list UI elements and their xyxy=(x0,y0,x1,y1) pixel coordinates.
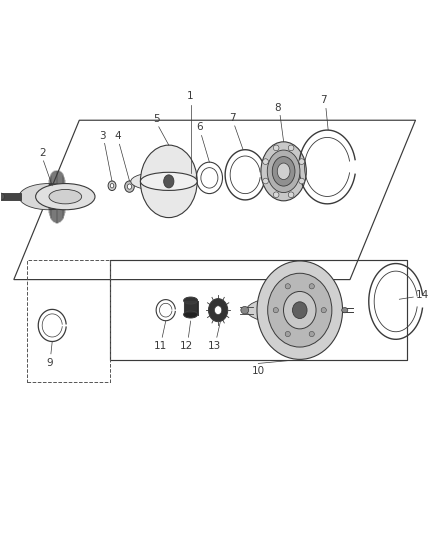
Ellipse shape xyxy=(285,284,290,289)
Text: 7: 7 xyxy=(229,114,235,123)
FancyBboxPatch shape xyxy=(1,193,21,200)
Text: 9: 9 xyxy=(46,358,53,368)
Ellipse shape xyxy=(267,150,300,192)
Ellipse shape xyxy=(288,145,294,151)
Text: 5: 5 xyxy=(153,114,160,124)
Ellipse shape xyxy=(299,159,304,165)
Text: 6: 6 xyxy=(196,123,203,133)
Ellipse shape xyxy=(125,181,134,192)
Ellipse shape xyxy=(208,298,228,322)
Ellipse shape xyxy=(272,157,295,186)
Ellipse shape xyxy=(268,273,332,347)
Ellipse shape xyxy=(19,183,78,210)
Ellipse shape xyxy=(309,284,314,289)
Ellipse shape xyxy=(110,183,114,188)
Ellipse shape xyxy=(215,306,222,314)
Text: 7: 7 xyxy=(321,95,327,106)
Ellipse shape xyxy=(141,172,197,190)
Ellipse shape xyxy=(283,292,316,329)
Ellipse shape xyxy=(131,172,187,190)
Ellipse shape xyxy=(293,302,307,319)
Ellipse shape xyxy=(257,261,343,359)
Ellipse shape xyxy=(299,178,304,184)
Ellipse shape xyxy=(273,308,279,313)
Ellipse shape xyxy=(273,145,279,151)
Ellipse shape xyxy=(141,145,197,217)
Ellipse shape xyxy=(309,332,314,337)
Ellipse shape xyxy=(241,306,249,314)
Ellipse shape xyxy=(288,192,294,198)
Ellipse shape xyxy=(164,175,174,188)
Ellipse shape xyxy=(184,311,198,318)
Ellipse shape xyxy=(263,178,268,184)
Ellipse shape xyxy=(261,142,306,201)
Ellipse shape xyxy=(342,308,348,313)
Ellipse shape xyxy=(108,181,116,190)
Text: 11: 11 xyxy=(153,341,167,351)
Text: 2: 2 xyxy=(39,148,46,158)
Text: 14: 14 xyxy=(416,290,429,300)
Ellipse shape xyxy=(247,296,332,324)
Ellipse shape xyxy=(277,163,290,180)
Ellipse shape xyxy=(285,332,290,337)
Bar xyxy=(184,301,198,314)
Text: 3: 3 xyxy=(99,131,106,141)
Ellipse shape xyxy=(127,184,132,189)
Ellipse shape xyxy=(49,189,81,204)
Ellipse shape xyxy=(263,159,268,165)
Text: 4: 4 xyxy=(114,131,121,141)
Ellipse shape xyxy=(273,192,279,198)
Ellipse shape xyxy=(0,193,5,200)
Text: 12: 12 xyxy=(180,341,193,351)
Text: 8: 8 xyxy=(275,103,281,113)
Ellipse shape xyxy=(184,297,198,304)
Ellipse shape xyxy=(321,308,326,313)
Text: 10: 10 xyxy=(252,367,265,376)
Ellipse shape xyxy=(35,183,95,210)
Text: 13: 13 xyxy=(208,341,221,351)
Text: 1: 1 xyxy=(187,92,194,101)
Ellipse shape xyxy=(201,168,218,188)
